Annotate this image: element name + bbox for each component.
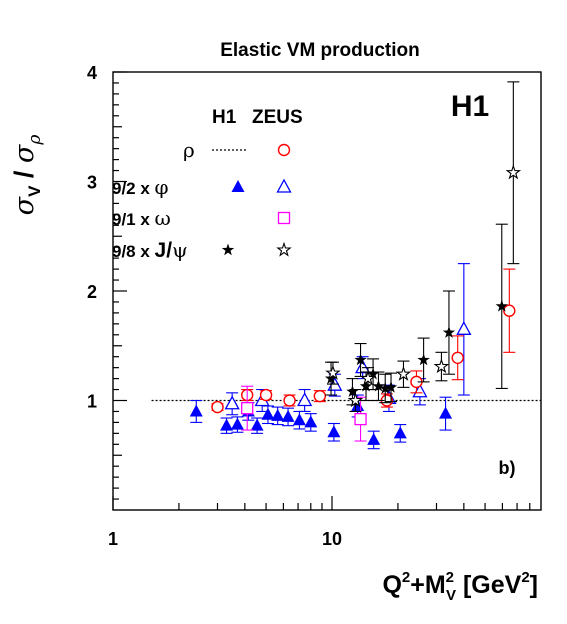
y-axis-label: σV / σρ bbox=[9, 135, 45, 216]
data-point bbox=[417, 353, 430, 366]
legend-header-h1: H1 bbox=[212, 107, 237, 128]
series-zeus- bbox=[241, 385, 367, 442]
panel-label: b) bbox=[499, 458, 516, 478]
chart-title: Elastic VM production bbox=[220, 40, 420, 61]
data-point bbox=[379, 382, 392, 394]
data-point bbox=[503, 304, 516, 317]
plot-frame bbox=[112, 71, 542, 511]
axes: 1 10 1 2 3 4 bbox=[87, 63, 531, 549]
data-point bbox=[304, 415, 318, 428]
legend-zeus-marker bbox=[276, 241, 292, 257]
data-point bbox=[360, 370, 376, 386]
data-point bbox=[230, 417, 244, 430]
legend-header-zeus: ZEUS bbox=[252, 107, 303, 128]
legend-h1-marker bbox=[221, 243, 235, 256]
data-point bbox=[261, 407, 275, 420]
y-tick-label: 4 bbox=[87, 63, 97, 83]
data-point bbox=[297, 392, 313, 407]
data-point bbox=[395, 366, 412, 381]
data-point bbox=[451, 351, 464, 364]
data-point bbox=[367, 432, 381, 445]
legend-label: 9/1 x ω bbox=[112, 206, 171, 230]
data-point bbox=[224, 395, 240, 410]
data-point bbox=[366, 367, 380, 380]
data-point bbox=[327, 425, 341, 438]
legend-label: 9/2 x φ bbox=[112, 175, 169, 199]
data-point bbox=[220, 418, 234, 431]
series-h1-j- bbox=[324, 223, 508, 406]
legend-label: ρ bbox=[183, 138, 195, 162]
x-axis-label: Q2+M2 V [GeV2] bbox=[382, 569, 538, 604]
data-point bbox=[433, 358, 450, 374]
data-point bbox=[324, 372, 338, 384]
data-point bbox=[325, 364, 341, 380]
y-tick-label: 2 bbox=[87, 282, 97, 302]
data-points bbox=[189, 81, 522, 450]
legend-zeus-marker bbox=[276, 178, 292, 193]
x-tick-label: 10 bbox=[322, 529, 342, 549]
data-point bbox=[346, 385, 359, 397]
data-point bbox=[292, 413, 306, 426]
data-point bbox=[355, 359, 371, 374]
data-point bbox=[439, 406, 453, 419]
legend: H1 ZEUS ρ 9/2 x φ 9/1 x ω 9/8 x J/ψ bbox=[112, 107, 303, 262]
data-point bbox=[347, 392, 364, 408]
data-point bbox=[354, 353, 367, 366]
data-point bbox=[189, 404, 203, 417]
series-zeus-j- bbox=[325, 81, 522, 413]
x-tick-label: 1 bbox=[108, 529, 118, 549]
y-tick-label: 3 bbox=[87, 173, 97, 193]
data-point bbox=[495, 299, 508, 312]
legend-zeus-marker bbox=[277, 211, 291, 225]
legend-zeus-marker bbox=[277, 143, 291, 157]
data-point bbox=[372, 379, 385, 392]
data-point bbox=[241, 402, 254, 415]
experiment-label: H1 bbox=[451, 90, 489, 123]
data-point bbox=[393, 426, 407, 439]
data-point bbox=[211, 400, 224, 414]
series-zeus- bbox=[211, 268, 516, 414]
data-point bbox=[281, 409, 295, 422]
data-point bbox=[505, 164, 522, 180]
data-point bbox=[259, 388, 273, 402]
data-point bbox=[283, 394, 296, 407]
data-point bbox=[354, 412, 367, 426]
data-point bbox=[442, 326, 456, 338]
data-point bbox=[359, 379, 373, 392]
data-point bbox=[456, 320, 472, 335]
data-point bbox=[313, 389, 327, 403]
data-point bbox=[271, 408, 285, 421]
legend-label: 9/8 x J/ψ bbox=[112, 238, 188, 262]
data-point bbox=[384, 380, 398, 393]
y-tick-label: 1 bbox=[87, 392, 97, 412]
legend-h1-marker bbox=[231, 180, 245, 192]
data-point bbox=[250, 418, 264, 431]
